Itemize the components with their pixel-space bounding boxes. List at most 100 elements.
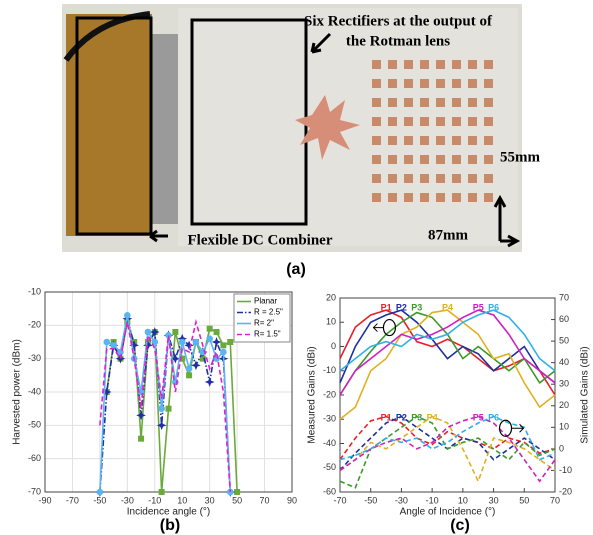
- patch: [484, 117, 493, 126]
- series-label: P6: [488, 302, 499, 312]
- patch: [484, 155, 493, 164]
- marker: [206, 335, 213, 342]
- patch: [420, 174, 429, 183]
- x-tick-label: 30: [205, 495, 215, 505]
- series-label: P5: [473, 413, 484, 423]
- patch: [452, 136, 461, 145]
- x-tick-label: -30: [395, 495, 408, 505]
- patch: [404, 79, 413, 88]
- patch: [372, 193, 381, 202]
- y2-tick-label: 10: [559, 422, 569, 432]
- y2-axis-label: Simulated Gains (dBi): [580, 346, 591, 443]
- patch: [388, 60, 397, 69]
- arrow: [511, 423, 525, 433]
- patch: [436, 98, 445, 107]
- series-label: P3: [411, 302, 422, 312]
- marker: [220, 342, 227, 349]
- patch: [420, 98, 429, 107]
- x-axis-label: Angle of Incidence (°): [400, 507, 496, 518]
- patch: [468, 193, 477, 202]
- x-tick-label: 30: [489, 495, 499, 505]
- combiner-arrow: [149, 229, 168, 243]
- flex-board: [66, 14, 152, 236]
- patch: [468, 174, 477, 183]
- rectifier-arrow: [310, 32, 332, 54]
- patch: [404, 136, 413, 145]
- marker: [191, 360, 201, 371]
- marker: [124, 312, 131, 319]
- rectifier-label: the Rotman lens: [346, 33, 450, 49]
- y-axis-label: Harvested power (dBm): [12, 339, 23, 445]
- patch: [452, 79, 461, 88]
- x-tick-label: 50: [232, 495, 242, 505]
- series-line: [339, 415, 556, 483]
- series-label: P2: [396, 302, 407, 312]
- legend-label: R= 1.5": [254, 330, 281, 339]
- y-tick-label: -50: [28, 420, 41, 430]
- patch: [420, 117, 429, 126]
- patch: [452, 117, 461, 126]
- patch: [388, 117, 397, 126]
- y-tick-label: -70: [28, 486, 41, 496]
- y2-tick-label: 60: [559, 314, 569, 324]
- patch: [468, 79, 477, 88]
- patch: [484, 193, 493, 202]
- marker: [211, 337, 222, 347]
- patch: [388, 79, 397, 88]
- patch: [420, 136, 429, 145]
- y-tick-label: -20: [323, 389, 336, 399]
- y-tick-label: -40: [323, 438, 336, 448]
- patch: [388, 98, 397, 107]
- cable: [63, 11, 151, 62]
- y2-tick-label: 40: [559, 357, 569, 367]
- y2-tick-label: -20: [559, 486, 572, 496]
- patch: [484, 98, 493, 107]
- patch-array: [372, 60, 493, 202]
- x-tick-label: -50: [93, 495, 106, 505]
- patch: [388, 155, 397, 164]
- marker: [144, 328, 152, 336]
- patch: [436, 193, 445, 202]
- series-label: P4: [427, 413, 438, 423]
- x-axis-label: Incidence angle (°): [127, 507, 211, 518]
- legend-label: R = 2.5": [254, 308, 283, 317]
- x-tick-label: 50: [519, 495, 529, 505]
- marker: [158, 405, 165, 412]
- patch: [404, 117, 413, 126]
- marker: [186, 372, 193, 379]
- patch: [420, 79, 429, 88]
- patch: [372, 79, 381, 88]
- x-tick-label: -70: [333, 495, 346, 505]
- marker: [227, 339, 234, 345]
- marker: [185, 365, 193, 372]
- y-tick-label: -30: [323, 414, 336, 424]
- x-tick-label: 90: [287, 495, 297, 505]
- patch: [404, 174, 413, 183]
- x-tick-label: 10: [458, 495, 468, 505]
- marker: [204, 377, 215, 387]
- x-tick-label: 10: [177, 495, 187, 505]
- rectifier-label: Six Rectifiers at the output of: [304, 13, 493, 29]
- marker: [156, 420, 167, 431]
- patch: [372, 117, 381, 126]
- combiner-box: [75, 16, 153, 236]
- patch: [436, 117, 445, 126]
- x-tick-label: -50: [364, 495, 377, 505]
- marker: [165, 405, 172, 412]
- series-line: [339, 415, 556, 489]
- y2-tick-label: 0: [559, 443, 564, 453]
- marker: [151, 338, 159, 346]
- patch: [484, 79, 493, 88]
- marker: [138, 435, 145, 442]
- y-tick-label: -20: [28, 320, 41, 330]
- x-tick-label: 70: [550, 495, 560, 505]
- combiner-label: Flexible DC Combiner: [188, 232, 333, 248]
- patch: [436, 174, 445, 183]
- rotman-lens: [295, 95, 360, 160]
- series-label: P1: [381, 413, 392, 423]
- caption: (b): [160, 517, 180, 534]
- marker: [136, 410, 146, 421]
- patch: [372, 60, 381, 69]
